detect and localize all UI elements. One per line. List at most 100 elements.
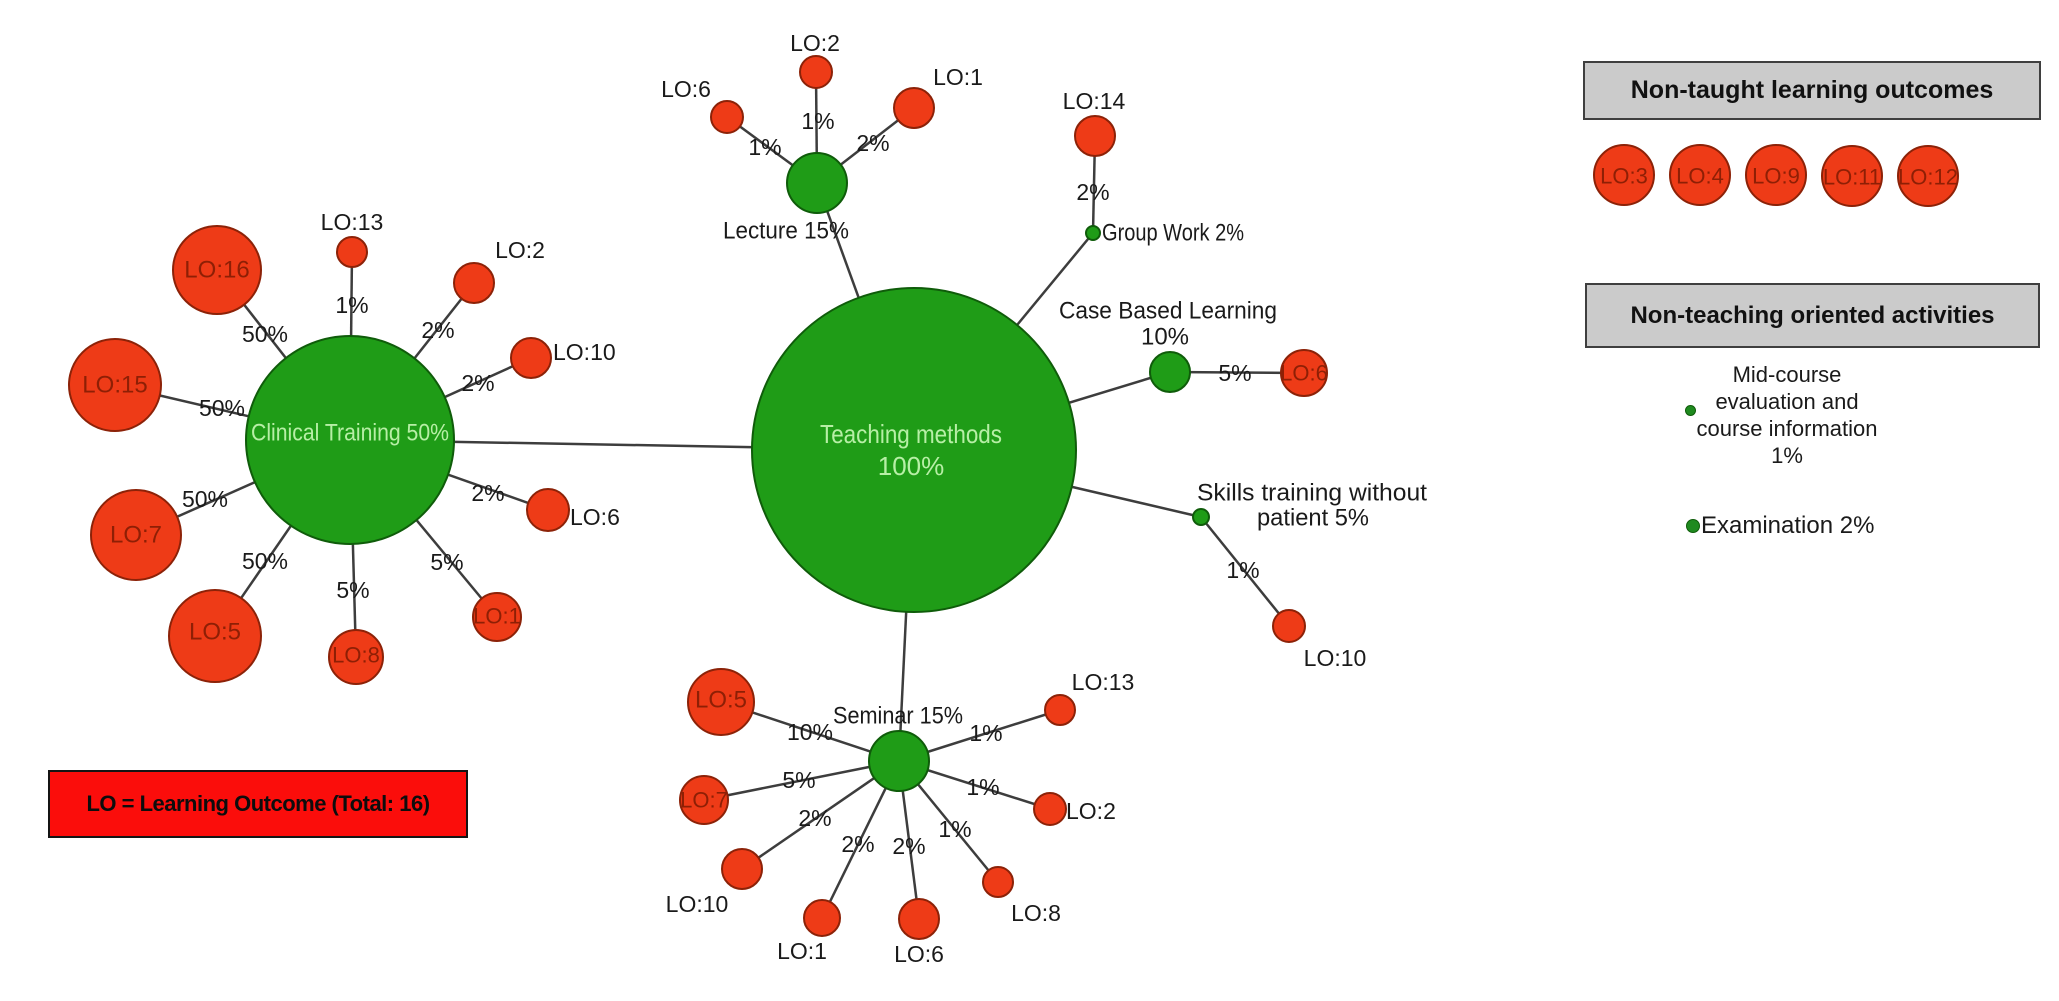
node-ct-lo15 [68,338,162,432]
node-sem-lo2 [1033,792,1067,826]
node-group-work [1085,225,1101,241]
label-lo-1-54: LO:1 [473,604,521,629]
label-lo-10-15: LO:10 [666,891,729,917]
node-case-based [1149,351,1191,393]
label-5--30: 5% [430,549,463,575]
node-lec-lo1 [893,87,935,129]
label-lo-5-56: LO:5 [695,687,747,714]
node-gw-lo14 [1074,115,1116,157]
node-lecture [786,152,848,214]
label-lo-12-62: LO:12 [1898,165,1958,190]
label-lecture-15--3: Lecture 15% [723,218,849,245]
node-sem-lo10 [721,848,763,890]
label-lo-6-55: LO:6 [1280,361,1328,386]
label-lo-9-60: LO:9 [1752,164,1800,189]
node-sem-lo5 [687,668,755,736]
label-1--47: 1% [966,774,999,800]
label-lo-2-11: LO:2 [790,30,840,56]
midcourse-line-3: course information [1696,416,1878,441]
node-ct-lo8 [328,629,384,685]
legend-box: LO = Learning Outcome (Total: 16) [48,770,468,838]
label-lo-15-50: LO:15 [82,372,147,399]
label-patient-5--9: patient 5% [1257,505,1369,532]
node-teaching [751,287,1077,613]
label-2--45: 2% [892,833,925,859]
node-ct-lo5 [168,589,262,683]
label-lo-3-58: LO:3 [1600,164,1648,189]
label-50--33: 50% [182,486,228,512]
node-nt-lo12 [1897,145,1959,207]
label-1--48: 1% [969,720,1002,746]
non-teaching-header: Non-teaching oriented activities [1585,283,2040,348]
label-lo-13-21: LO:13 [321,209,384,235]
label-1--26: 1% [335,292,368,318]
label-100--1: 100% [878,451,945,481]
node-nt-lo4 [1669,144,1731,206]
non-taught-header: Non-taught learning outcomes [1583,61,2041,120]
label-2--38: 2% [1076,179,1109,205]
label-group-work-2--5: Group Work 2% [1102,220,1244,247]
node-nt-lo3 [1593,144,1655,206]
node-lec-lo6 [710,100,744,134]
label-5--42: 5% [782,767,815,793]
node-sk-lo10 [1272,609,1306,643]
node-ct-lo10 [510,337,552,379]
label-lo-2-22: LO:2 [495,237,545,263]
node-ct-lo1 [472,592,522,642]
label-1--35: 1% [748,134,781,160]
node-sem-lo13 [1044,694,1076,726]
edge-seminar-sem-lo7 [703,759,900,802]
node-sem-lo7 [679,775,729,825]
label-1--36: 1% [801,108,834,134]
label-lo-8-18: LO:8 [1011,900,1061,926]
midcourse-line-1: Mid-course [1732,362,1842,387]
label-1--46: 1% [938,816,971,842]
label-case-based-learning-6: Case Based Learning [1059,298,1277,325]
label-2--27: 2% [421,317,454,343]
midcourse-line-2: evaluation and [1715,389,1859,414]
examination-item: Examination 2% [1701,512,1875,539]
midcourse-item: Mid-course evaluation and course informa… [1647,361,1927,469]
label-teaching-methods-0: Teaching methods [820,419,1002,449]
label-2--28: 2% [461,370,494,396]
label-2--43: 2% [798,805,831,831]
label-lo-16-49: LO:16 [184,257,249,284]
label-lo-13-20: LO:13 [1072,669,1135,695]
label-seminar-15--4: Seminar 15% [833,703,963,730]
node-nt-lo9 [1745,144,1807,206]
edge-seminar-sem-lo10 [741,759,900,871]
label-lo-11-61: LO:11 [1823,165,1881,190]
label-lo-14-13: LO:14 [1063,88,1126,114]
label-5--31: 5% [336,577,369,603]
label-1--40: 1% [1226,557,1259,583]
node-clinical [245,335,455,545]
node-lec-lo2 [799,55,833,89]
node-skills [1192,508,1210,526]
label-10--7: 10% [1141,324,1189,351]
label-2--37: 2% [856,130,889,156]
node-sem-lo8 [982,866,1014,898]
midcourse-dot-icon [1685,405,1696,416]
node-sem-lo1 [803,899,841,937]
label-lo-10-14: LO:10 [1304,645,1367,671]
label-50--32: 50% [242,548,288,574]
edge-skills-sk-lo10 [1200,516,1290,627]
node-ct-lo13 [336,236,368,268]
label-lo-6-17: LO:6 [894,941,944,967]
examination-dot-icon [1686,519,1700,533]
label-lo-5-52: LO:5 [189,619,241,646]
label-clinical-training-50--2: Clinical Training 50% [251,420,449,447]
node-ct-lo6 [526,488,570,532]
label-lo-1-16: LO:1 [777,938,827,964]
node-sem-lo6 [898,898,940,940]
label-lo-10-23: LO:10 [553,339,616,365]
label-2--44: 2% [841,831,874,857]
node-ct-lo16 [172,225,262,315]
label-2--29: 2% [471,480,504,506]
label-50--25: 50% [242,321,288,347]
midcourse-line-4: 1% [1771,443,1803,468]
label-50--34: 50% [199,395,245,421]
node-nt-lo11 [1821,145,1883,207]
label-lo-6-10: LO:6 [661,76,711,102]
